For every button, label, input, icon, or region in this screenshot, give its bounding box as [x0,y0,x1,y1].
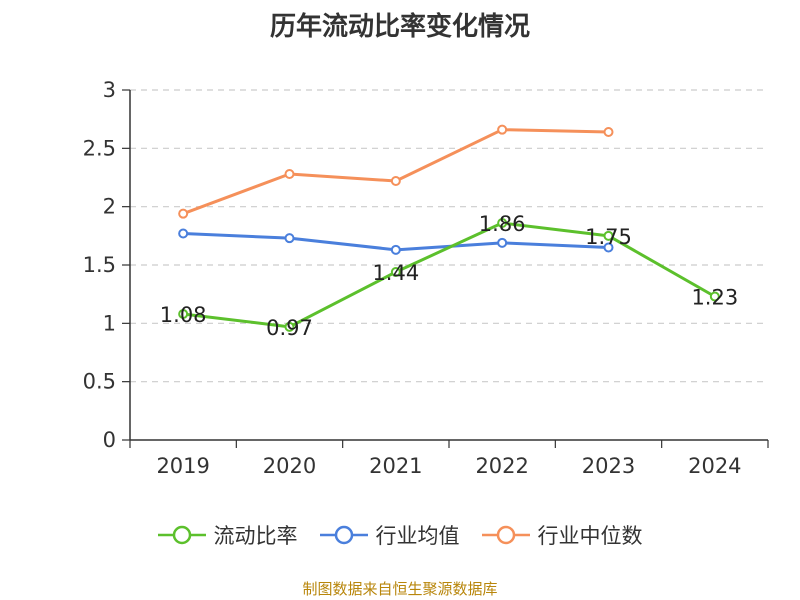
grid-lines [130,89,768,383]
data-point[interactable] [603,230,614,241]
axes: 0 0.5 1 1.5 2 2.5 3 2019 2020 2021 2022 2023 2024 [83,78,769,478]
legend-label: 行业均值 [375,524,460,548]
data-point[interactable] [178,208,189,219]
y-tick-label: 0 [103,428,116,452]
legend-item-industry-median[interactable]: 行业中位数 [481,520,643,550]
data-point[interactable] [178,309,189,319]
y-tick-label: 3 [103,78,116,102]
data-point[interactable] [603,127,614,137]
y-tick-label: 1 [103,311,116,335]
data-point[interactable] [603,242,614,253]
y-tick-label: 0.5 [83,370,116,394]
data-point[interactable] [390,176,401,186]
legend: 流动比率 行业均值 行业中位数 [0,520,800,550]
y-tick-label: 1.5 [83,253,116,277]
data-point[interactable] [284,169,295,179]
x-tick-label: 2024 [688,454,741,478]
data-point[interactable] [497,218,508,228]
x-tick-label: 2020 [263,454,316,478]
x-tick-label: 2019 [156,454,209,478]
y-tick-label: 2.5 [83,136,116,160]
source-note: 制图数据来自恒生聚源数据库 [302,580,498,598]
data-point[interactable] [178,228,189,239]
chart-title: 历年流动比率变化情况 [269,12,530,42]
data-label: 1.23 [691,286,738,310]
series-line [182,221,716,329]
x-tick-label: 2023 [582,454,635,478]
legend-swatch-blue-icon [319,525,368,545]
legend-item-industry-mean[interactable]: 行业均值 [319,520,460,550]
legend-label: 行业中位数 [537,524,643,548]
legend-swatch-orange-icon [481,525,530,545]
data-point[interactable] [284,233,295,244]
y-tick-label: 2 [103,195,116,219]
data-labels: 1.08 0.97 1.44 1.86 1.75 1.23 [160,212,738,340]
series-lines [178,124,720,332]
series-line [182,128,609,216]
data-label: 1.75 [585,225,632,249]
data-point[interactable] [390,244,401,255]
x-tick-label: 2022 [475,454,528,478]
data-point[interactable] [284,321,295,332]
legend-swatch-green-icon [157,525,206,545]
data-point[interactable] [497,237,508,248]
data-point[interactable] [497,124,508,135]
legend-item-current-ratio[interactable]: 流动比率 [157,520,298,550]
data-label: 0.97 [266,316,313,340]
data-label: 1.86 [479,212,526,236]
data-label: 1.08 [160,303,207,327]
x-tick-label: 2021 [369,454,422,478]
legend-label: 流动比率 [213,524,298,548]
data-point[interactable] [709,291,720,302]
data-label: 1.44 [372,261,419,285]
data-point[interactable] [390,267,401,277]
